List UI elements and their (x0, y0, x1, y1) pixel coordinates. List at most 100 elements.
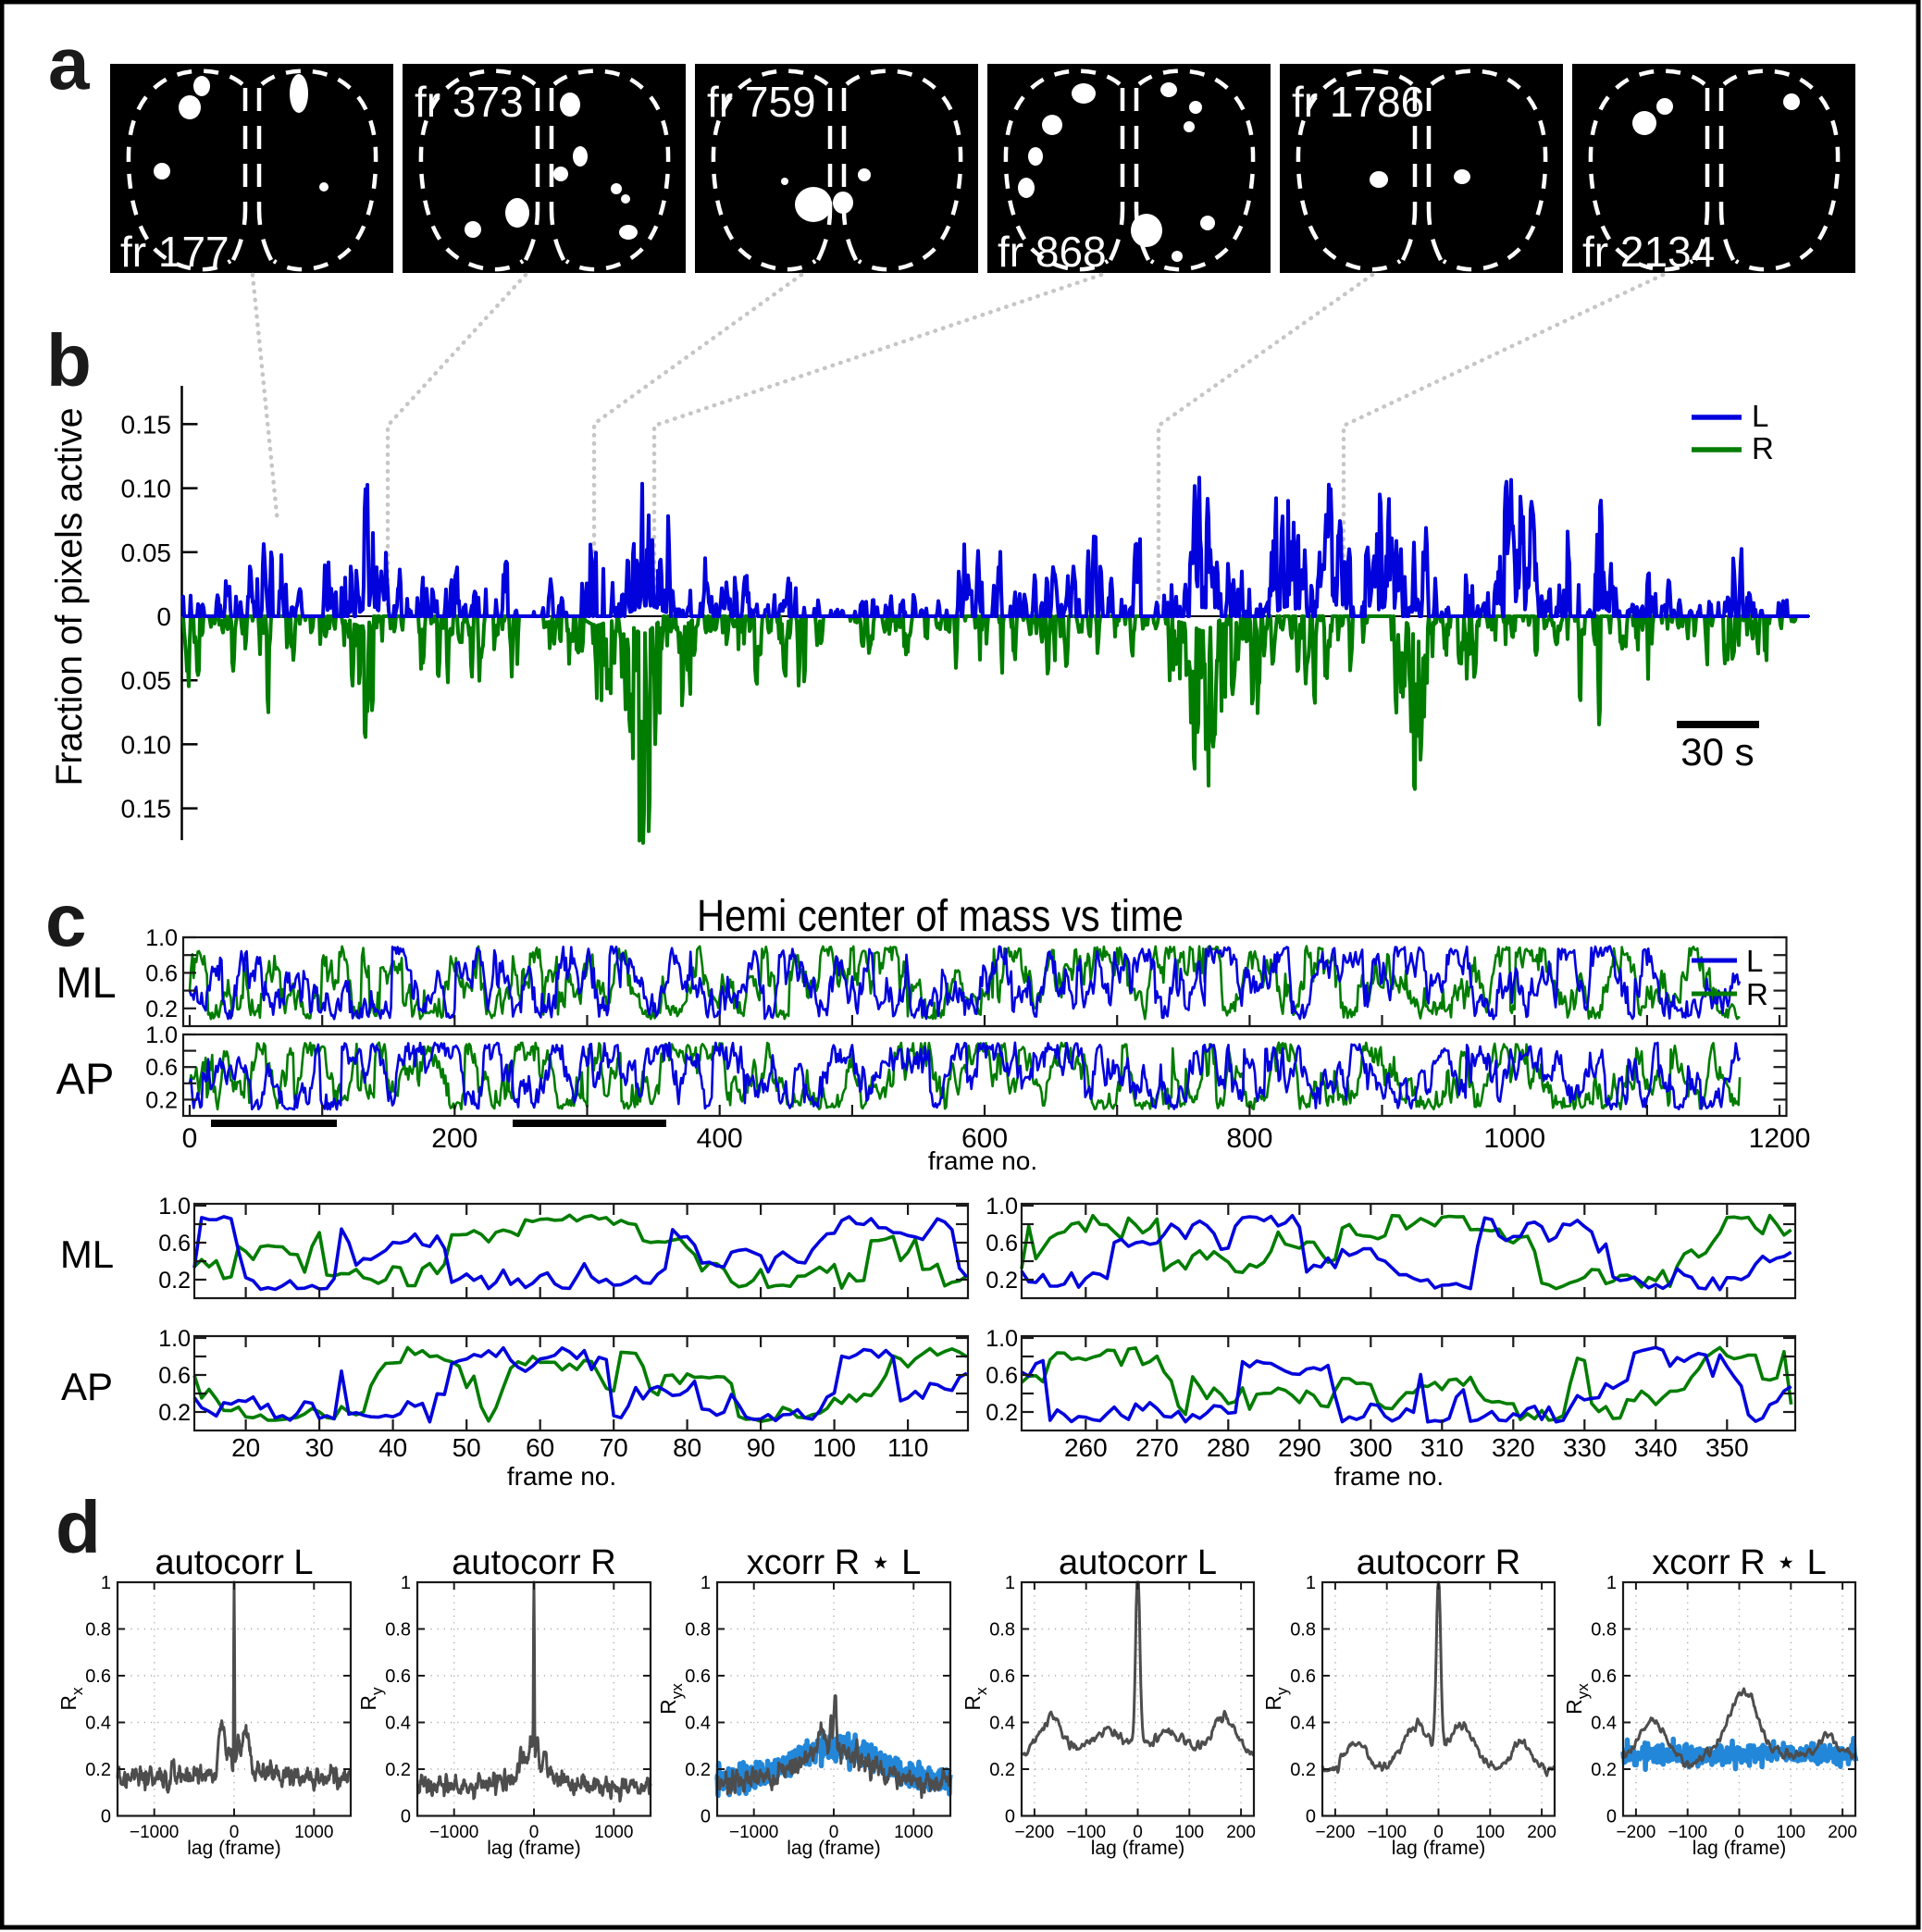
svg-text:0.8: 0.8 (1591, 1620, 1617, 1641)
svg-text:0.8: 0.8 (385, 1620, 411, 1641)
svg-text:300: 300 (1349, 1433, 1393, 1462)
svg-text:1: 1 (101, 1573, 111, 1593)
svg-text:ML: ML (56, 958, 116, 1007)
svg-text:0: 0 (1005, 1807, 1015, 1827)
svg-text:280: 280 (1207, 1433, 1250, 1462)
svg-text:0.4: 0.4 (1290, 1714, 1316, 1734)
svg-text:0.8: 0.8 (685, 1620, 711, 1641)
svg-text:ML: ML (60, 1232, 114, 1276)
svg-text:0.6: 0.6 (145, 1055, 178, 1081)
svg-text:Hemi center of mass vs time: Hemi center of mass vs time (697, 892, 1184, 941)
svg-text:0.2: 0.2 (145, 1087, 178, 1113)
svg-text:R: R (1746, 977, 1768, 1011)
svg-text:110: 110 (887, 1433, 929, 1462)
svg-text:0.15: 0.15 (121, 410, 172, 439)
svg-text:lag (frame): lag (frame) (487, 1838, 581, 1859)
svg-text:0.4: 0.4 (685, 1714, 711, 1734)
svg-text:340: 340 (1634, 1433, 1678, 1462)
svg-text:260: 260 (1064, 1433, 1108, 1462)
svg-text:−100: −100 (1066, 1823, 1106, 1842)
svg-text:0.4: 0.4 (385, 1714, 411, 1734)
svg-text:AP: AP (61, 1365, 113, 1408)
svg-text:autocorr R: autocorr R (1357, 1543, 1520, 1582)
svg-text:200: 200 (431, 1123, 477, 1154)
svg-text:70: 70 (600, 1433, 628, 1462)
svg-text:200: 200 (1828, 1823, 1857, 1842)
svg-text:350: 350 (1705, 1433, 1749, 1462)
svg-text:0: 0 (156, 602, 171, 631)
svg-text:60: 60 (526, 1433, 554, 1462)
svg-text:0.6: 0.6 (1591, 1666, 1617, 1687)
svg-text:800: 800 (1226, 1123, 1272, 1154)
svg-text:50: 50 (453, 1433, 481, 1462)
svg-text:100: 100 (1174, 1823, 1204, 1842)
svg-text:0: 0 (829, 1823, 839, 1842)
svg-text:0.2: 0.2 (158, 1400, 191, 1426)
svg-text:lag (frame): lag (frame) (1693, 1838, 1787, 1859)
svg-text:100: 100 (1475, 1823, 1505, 1842)
svg-text:0: 0 (1133, 1823, 1143, 1842)
svg-text:d: d (56, 1486, 101, 1568)
svg-text:100: 100 (1776, 1823, 1805, 1842)
svg-text:0.6: 0.6 (1290, 1666, 1316, 1687)
svg-text:0: 0 (229, 1823, 240, 1842)
svg-text:1: 1 (401, 1573, 411, 1593)
svg-text:1000: 1000 (1483, 1123, 1545, 1154)
svg-text:lag (frame): lag (frame) (787, 1838, 881, 1859)
svg-text:autocorr R: autocorr R (452, 1543, 615, 1582)
svg-text:330: 330 (1563, 1433, 1606, 1462)
svg-text:Fraction of pixels active: Fraction of pixels active (49, 408, 90, 786)
svg-text:0.2: 0.2 (685, 1760, 711, 1780)
svg-text:290: 290 (1278, 1433, 1321, 1462)
svg-text:0.2: 0.2 (158, 1268, 191, 1294)
svg-text:600: 600 (961, 1123, 1008, 1154)
svg-text:0.2: 0.2 (385, 1760, 411, 1780)
svg-text:1.0: 1.0 (986, 1194, 1018, 1220)
svg-text:0.2: 0.2 (986, 1400, 1018, 1426)
svg-text:90: 90 (747, 1433, 775, 1462)
svg-text:lag (frame): lag (frame) (1091, 1838, 1185, 1859)
svg-text:0.10: 0.10 (121, 730, 172, 759)
svg-text:0.2: 0.2 (989, 1760, 1015, 1780)
svg-text:lag (frame): lag (frame) (1392, 1838, 1486, 1859)
svg-text:1200: 1200 (1749, 1123, 1811, 1154)
svg-text:frame no.: frame no. (1334, 1462, 1444, 1491)
svg-text:0: 0 (1606, 1807, 1617, 1827)
svg-text:−1000: −1000 (130, 1823, 179, 1842)
svg-text:1000: 1000 (294, 1823, 333, 1842)
svg-text:lag (frame): lag (frame) (187, 1838, 281, 1859)
svg-text:0.8: 0.8 (85, 1620, 111, 1641)
svg-text:0.2: 0.2 (145, 997, 178, 1022)
svg-text:R: R (1752, 431, 1774, 465)
svg-text:0: 0 (1306, 1807, 1316, 1827)
svg-text:1.0: 1.0 (158, 1194, 191, 1220)
svg-text:−200: −200 (1015, 1823, 1055, 1842)
svg-text:1.0: 1.0 (158, 1326, 191, 1352)
svg-text:0.2: 0.2 (85, 1760, 111, 1780)
svg-text:xcorr R ⋆ L: xcorr R ⋆ L (1652, 1543, 1826, 1582)
svg-text:0.2: 0.2 (1591, 1760, 1617, 1780)
svg-text:0.6: 0.6 (85, 1666, 111, 1687)
svg-text:−200: −200 (1316, 1823, 1356, 1842)
svg-text:0.4: 0.4 (85, 1714, 111, 1734)
svg-text:1000: 1000 (594, 1823, 633, 1842)
svg-text:0: 0 (1734, 1823, 1744, 1842)
svg-text:0: 0 (182, 1123, 198, 1154)
svg-text:0.6: 0.6 (685, 1666, 711, 1687)
svg-text:xcorr R ⋆ L: xcorr R ⋆ L (747, 1543, 921, 1582)
svg-text:0.4: 0.4 (1591, 1714, 1617, 1734)
svg-text:fr 759: fr 759 (707, 78, 816, 126)
svg-text:310: 310 (1420, 1433, 1464, 1462)
svg-text:0.2: 0.2 (1290, 1760, 1316, 1780)
svg-text:0.8: 0.8 (989, 1620, 1015, 1641)
svg-text:0.2: 0.2 (986, 1268, 1018, 1294)
svg-text:0: 0 (101, 1807, 111, 1827)
svg-text:fr 2134: fr 2134 (1582, 228, 1715, 276)
svg-text:fr 1786: fr 1786 (1292, 78, 1424, 126)
svg-text:0: 0 (529, 1823, 539, 1842)
svg-text:1.0: 1.0 (986, 1326, 1018, 1352)
svg-text:0.4: 0.4 (989, 1714, 1015, 1734)
svg-text:80: 80 (673, 1433, 701, 1462)
svg-text:−100: −100 (1668, 1823, 1707, 1842)
svg-text:−1000: −1000 (729, 1823, 778, 1842)
